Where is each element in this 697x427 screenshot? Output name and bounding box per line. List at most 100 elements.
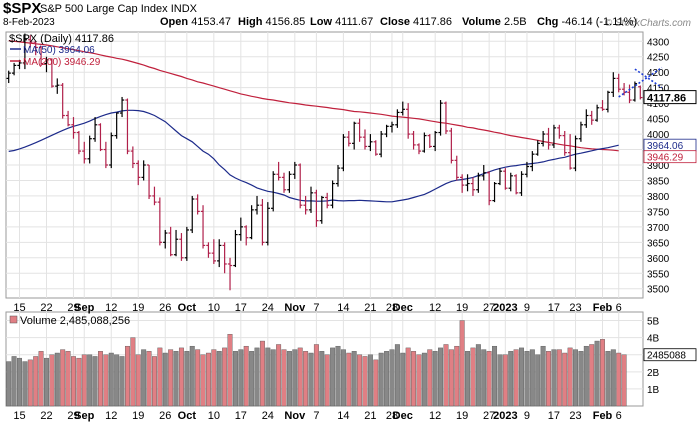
volume-bar	[184, 351, 190, 407]
price-x-tick-label: 26	[159, 302, 171, 314]
ohlc-bar	[362, 129, 368, 150]
ohlc-bar	[265, 202, 270, 246]
price-x-tick-label: 17	[548, 302, 560, 314]
ohlc-bar	[44, 56, 49, 73]
ohlc-bar	[195, 194, 200, 215]
open-value: 4153.47	[191, 16, 231, 28]
low-quote: Low 4111.67	[310, 16, 373, 28]
volume-bar	[227, 334, 233, 407]
volume-bar	[340, 349, 346, 407]
price-tick-label: 3600	[647, 254, 670, 265]
volume-bar	[616, 352, 622, 407]
ohlc-bar	[308, 186, 314, 213]
price-x-tick-label: 12	[429, 302, 441, 314]
ohlc-bar	[406, 103, 411, 139]
volume-bar	[324, 354, 330, 407]
volume-bar	[232, 351, 238, 407]
ohlc-bar	[627, 84, 632, 104]
volume-bar	[124, 345, 130, 407]
volume-bar	[17, 357, 22, 407]
ohlc-bar	[578, 121, 584, 142]
ohlc-bar	[449, 127, 454, 164]
volume-bar	[286, 351, 292, 407]
ohlc-bar	[411, 130, 416, 150]
volume-bar	[367, 354, 373, 407]
volume-bar	[49, 354, 55, 407]
ohlc-bar	[459, 174, 465, 193]
ohlc-bar	[211, 239, 216, 264]
price-panel-title: $SPX (Daily) 4117.86	[9, 33, 114, 45]
volume-label: Volume	[462, 16, 501, 28]
last-price-box	[643, 90, 697, 105]
ohlc-bar	[416, 143, 422, 155]
trendline	[634, 68, 663, 89]
volume-bar	[497, 354, 503, 407]
ohlc-bar	[92, 117, 98, 142]
volume-bar	[319, 351, 325, 407]
volume-bar	[146, 351, 152, 407]
volume-bar	[594, 340, 600, 407]
price-tick-label: 4300	[647, 37, 670, 48]
ohlc-bar	[357, 118, 362, 142]
volume-bar	[492, 345, 498, 407]
volume-x-tick-label: 2023	[493, 410, 517, 422]
ohlc-bar	[438, 100, 443, 136]
price-x-tick-label: Nov	[284, 302, 306, 314]
ohlc-bar	[190, 195, 195, 234]
ohlc-bar	[157, 197, 163, 246]
volume-x-tick-label: 17	[235, 410, 247, 422]
volume-bar	[465, 351, 471, 407]
ohlc-bar	[222, 242, 227, 274]
volume-bar	[605, 351, 611, 407]
volume-bar	[254, 347, 260, 407]
volume-bar	[411, 351, 417, 407]
volume-bar	[405, 347, 411, 407]
volume-bar	[486, 351, 492, 407]
volume-bar	[27, 359, 33, 407]
ohlc-bar	[244, 225, 249, 246]
volume-bar	[119, 356, 125, 407]
ma200-price-label: 3946.29	[647, 153, 684, 164]
volume-bar	[98, 351, 103, 407]
volume-bar	[60, 349, 66, 407]
ohlc-bar	[352, 121, 357, 150]
ohlc-bar	[227, 257, 233, 291]
volume-bar	[157, 347, 163, 407]
ohlc-bar	[109, 132, 114, 169]
ohlc-bar	[632, 81, 638, 102]
index-full-name: S&P 500 Large Cap Index	[40, 3, 168, 15]
ohlc-bar	[130, 146, 136, 169]
volume-bar	[259, 340, 265, 407]
volume-bar	[573, 349, 578, 407]
volume-bar	[292, 349, 298, 407]
price-x-tick-label: Oct	[178, 302, 197, 314]
ohlc-bar	[368, 134, 373, 152]
ohlc-bar	[184, 226, 190, 261]
volume-bar	[400, 352, 406, 407]
ohlc-bar	[584, 109, 589, 128]
ohlc-bar	[82, 141, 87, 164]
ohlc-bar	[379, 130, 384, 158]
volume-bar	[421, 352, 427, 407]
price-tick-label: 3900	[647, 161, 670, 172]
volume-bar	[384, 351, 390, 407]
high-quote: High 4156.85	[238, 16, 305, 28]
ohlc-bar	[535, 140, 540, 156]
ohlc-bar	[346, 130, 351, 147]
low-label: Low	[310, 16, 332, 28]
volume-bar	[432, 351, 438, 407]
price-x-tick-label: 9	[524, 302, 530, 314]
ohlc-bar	[594, 104, 600, 122]
ohlc-bar	[476, 172, 481, 193]
volume-bar	[357, 354, 363, 407]
volume-bar	[54, 352, 60, 407]
price-x-tick-label: 7	[313, 302, 319, 314]
ohlc-bar	[152, 186, 157, 206]
price-tick-label: 3550	[647, 269, 670, 280]
volume-bar	[535, 354, 541, 407]
ohlc-bar	[465, 174, 470, 192]
ohlc-bar	[341, 134, 346, 172]
ohlc-bar	[540, 130, 546, 147]
volume-bar	[589, 344, 595, 407]
